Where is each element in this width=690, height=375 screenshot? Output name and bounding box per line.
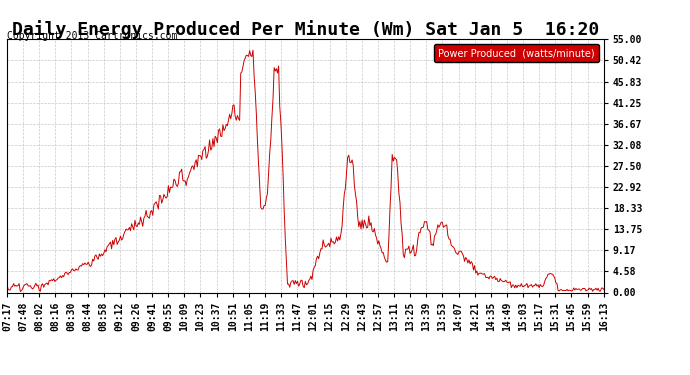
- Text: Copyright 2013 Cartronics.com: Copyright 2013 Cartronics.com: [7, 32, 177, 41]
- Title: Daily Energy Produced Per Minute (Wm) Sat Jan 5  16:20: Daily Energy Produced Per Minute (Wm) Sa…: [12, 20, 599, 39]
- Legend: Power Produced  (watts/minute): Power Produced (watts/minute): [435, 44, 599, 62]
